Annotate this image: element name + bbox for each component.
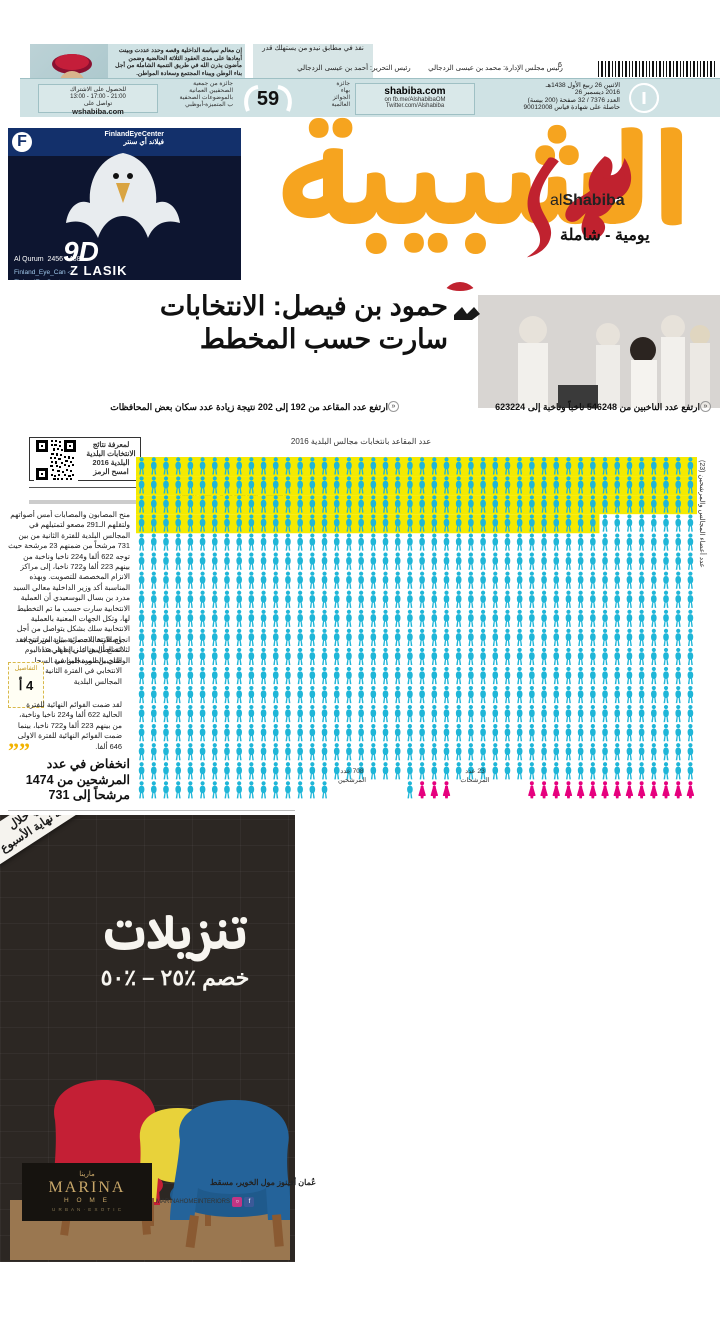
svg-text:59: 59 xyxy=(257,88,279,110)
